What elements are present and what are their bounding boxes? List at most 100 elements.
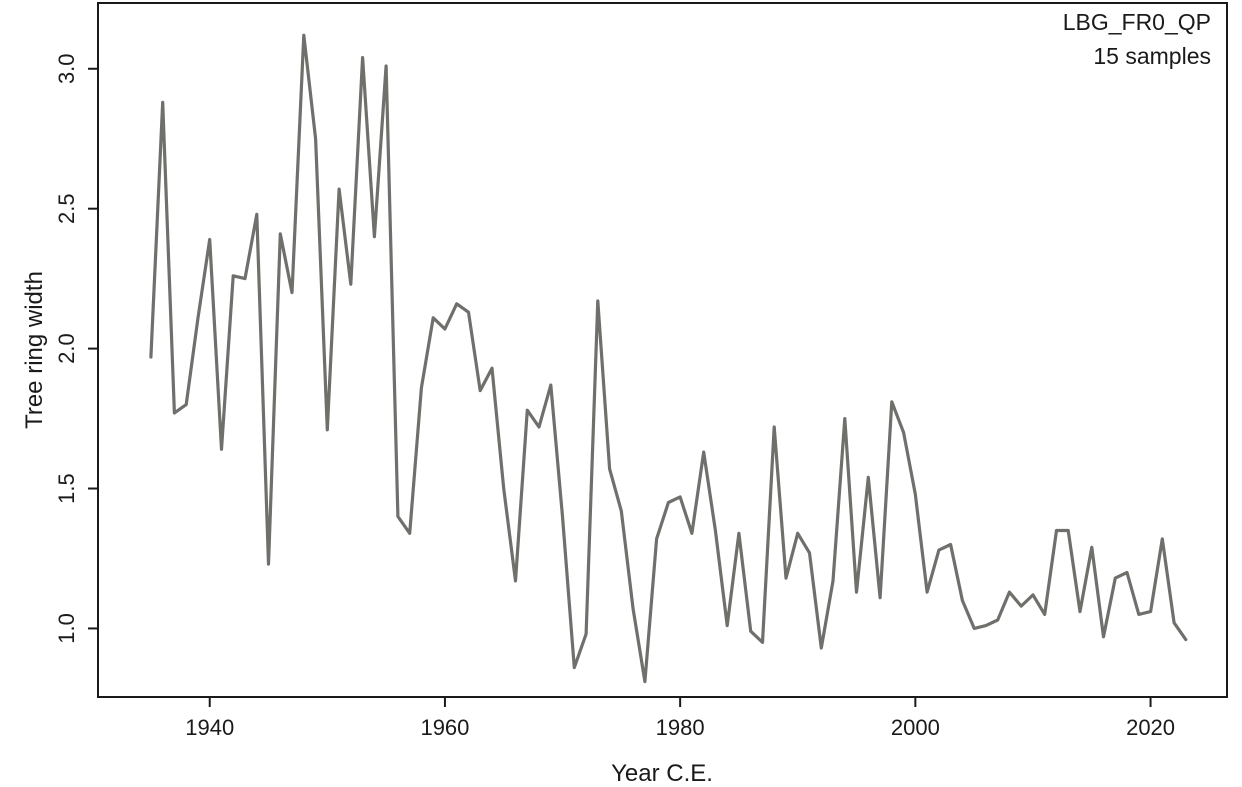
data-point xyxy=(538,425,541,428)
data-point xyxy=(1031,593,1034,596)
data-point xyxy=(902,431,905,434)
y-axis-label: Tree ring width xyxy=(21,271,48,429)
data-point xyxy=(420,386,423,389)
data-point xyxy=(808,551,811,554)
x-tick-label: 2000 xyxy=(891,715,940,740)
data-point xyxy=(514,579,517,582)
data-point xyxy=(820,647,823,650)
data-point xyxy=(1020,605,1023,608)
data-point xyxy=(232,274,235,277)
data-point xyxy=(185,403,188,406)
data-point xyxy=(1043,613,1046,616)
data-point xyxy=(455,302,458,305)
data-point xyxy=(314,137,317,140)
data-point xyxy=(149,355,152,358)
data-point xyxy=(608,467,611,470)
data-point xyxy=(1137,613,1140,616)
data-point xyxy=(761,641,764,644)
data-point xyxy=(396,515,399,518)
data-point xyxy=(914,493,917,496)
data-point xyxy=(620,509,623,512)
data-point xyxy=(255,213,258,216)
series-line xyxy=(149,33,1188,684)
data-point xyxy=(679,495,682,498)
data-point xyxy=(937,549,940,552)
data-point xyxy=(443,328,446,331)
plot-frame xyxy=(97,2,1228,698)
data-point xyxy=(949,543,952,546)
data-point xyxy=(1055,529,1058,532)
x-tick-label: 1960 xyxy=(420,715,469,740)
data-point xyxy=(843,417,846,420)
data-point xyxy=(632,607,635,610)
data-point xyxy=(667,501,670,504)
data-point xyxy=(1184,638,1187,641)
data-point xyxy=(244,277,247,280)
x-axis: 1940 1960 1980 2000 2020 xyxy=(185,697,1175,740)
data-point xyxy=(961,599,964,602)
data-point xyxy=(737,532,740,535)
y-tick-label: 1.5 xyxy=(54,473,79,504)
data-points xyxy=(149,34,1187,683)
data-point xyxy=(326,428,329,431)
data-point xyxy=(890,400,893,403)
y-axis: 1.0 1.5 2.0 2.5 3.0 xyxy=(54,53,98,644)
x-tick-label: 1980 xyxy=(656,715,705,740)
data-point xyxy=(161,101,164,104)
data-point xyxy=(1161,537,1164,540)
data-point xyxy=(784,577,787,580)
y-tick-label: 2.0 xyxy=(54,333,79,364)
data-point xyxy=(867,476,870,479)
data-point xyxy=(690,532,693,535)
data-point xyxy=(349,283,352,286)
data-point xyxy=(220,448,223,451)
data-point xyxy=(879,596,882,599)
data-point xyxy=(1173,621,1176,624)
y-tick-label: 1.0 xyxy=(54,613,79,644)
data-point xyxy=(1149,610,1152,613)
data-point xyxy=(408,532,411,535)
x-axis-label: Year C.E. xyxy=(611,760,713,787)
data-point xyxy=(549,383,552,386)
data-point xyxy=(208,238,211,241)
data-point xyxy=(291,291,294,294)
data-point xyxy=(714,529,717,532)
data-point xyxy=(467,311,470,314)
data-point xyxy=(502,487,505,490)
data-point xyxy=(479,389,482,392)
data-point xyxy=(267,563,270,566)
data-point xyxy=(1008,591,1011,594)
data-point xyxy=(984,624,987,627)
data-point xyxy=(1126,571,1129,574)
data-point xyxy=(749,630,752,633)
data-point xyxy=(302,34,305,37)
data-point xyxy=(726,624,729,627)
data-point xyxy=(490,367,493,370)
data-point xyxy=(361,56,364,59)
y-tick-label: 3.0 xyxy=(54,53,79,84)
data-point xyxy=(432,316,435,319)
annotation-sample-count: 15 samples xyxy=(1093,43,1211,69)
data-point xyxy=(855,591,858,594)
data-point xyxy=(973,627,976,630)
y-tick-label: 2.5 xyxy=(54,193,79,224)
data-point xyxy=(585,633,588,636)
data-point xyxy=(561,515,564,518)
data-point xyxy=(196,316,199,319)
data-point xyxy=(655,537,658,540)
data-point xyxy=(385,64,388,67)
data-point xyxy=(1067,529,1070,532)
data-point xyxy=(173,411,176,414)
data-point xyxy=(796,532,799,535)
data-point xyxy=(526,409,529,412)
data-point xyxy=(1102,635,1105,638)
data-point xyxy=(573,666,576,669)
x-tick-label: 1940 xyxy=(185,715,234,740)
data-point xyxy=(279,232,282,235)
x-tick-label: 2020 xyxy=(1126,715,1175,740)
data-point xyxy=(702,451,705,454)
annotation-site-code: LBG_FR0_QP xyxy=(1063,9,1211,35)
data-point xyxy=(1114,577,1117,580)
data-point xyxy=(596,300,599,303)
